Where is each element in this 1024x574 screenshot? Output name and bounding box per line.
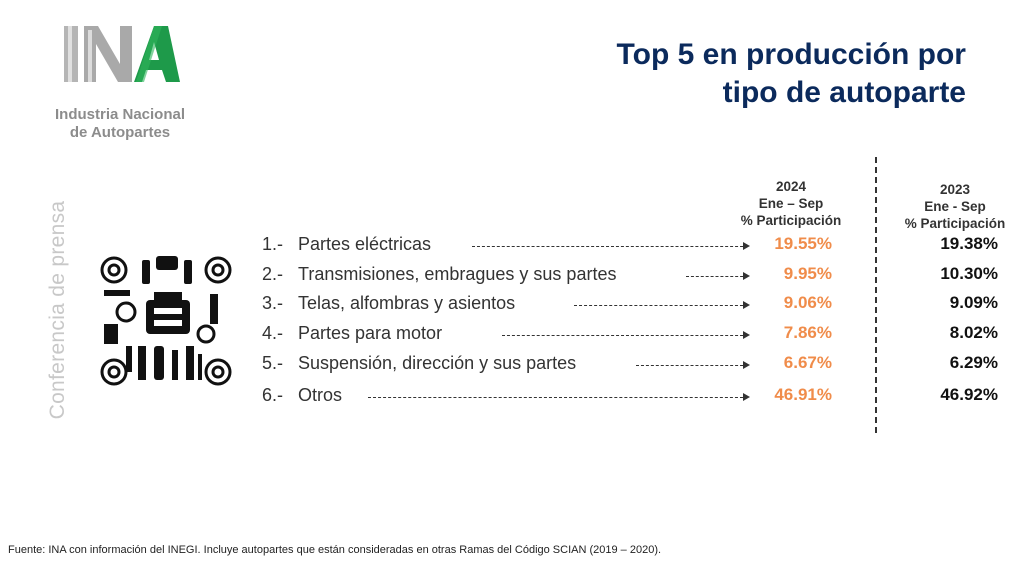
dashed-arrow bbox=[502, 331, 750, 339]
column-2023-period: Ene - Sep bbox=[924, 199, 986, 214]
value-2023: 8.02% bbox=[949, 323, 998, 342]
column-divider bbox=[875, 157, 877, 433]
row-label: Partes para motor bbox=[298, 323, 443, 343]
column-2024-period: Ene – Sep bbox=[758, 196, 824, 211]
dashed-arrow bbox=[636, 361, 750, 369]
dashed-arrow bbox=[574, 301, 750, 309]
table-row: 4.- Partes para motor 7.86% 8.02% bbox=[0, 323, 1024, 349]
column-2024-metric: % Participación bbox=[740, 213, 842, 228]
table-row: 2.- Transmisiones, embragues y sus parte… bbox=[0, 264, 1024, 290]
value-2024: 7.86% bbox=[783, 323, 832, 342]
value-2024: 19.55% bbox=[774, 234, 832, 253]
ina-logo-icon bbox=[64, 26, 180, 82]
row-label: Transmisiones, embragues y sus partes bbox=[298, 264, 617, 284]
dashed-arrow bbox=[368, 393, 750, 401]
value-2023: 19.38% bbox=[940, 234, 998, 253]
row-label: Suspensión, dirección y sus partes bbox=[298, 353, 577, 373]
column-2023-metric: % Participación bbox=[904, 216, 1006, 231]
title-line-2: tipo de autoparte bbox=[722, 76, 966, 109]
dashed-arrow bbox=[472, 242, 750, 250]
value-2024: 9.06% bbox=[783, 293, 832, 312]
source-footnote: Fuente: INA con información del INEGI. I… bbox=[8, 544, 662, 556]
row-number: 4.- bbox=[262, 323, 284, 343]
title-line-1: Top 5 en producción por bbox=[616, 38, 966, 71]
row-label: Partes eléctricas bbox=[298, 234, 432, 254]
row-number: 5.- bbox=[262, 353, 284, 373]
auto-parts-collage-icon bbox=[100, 256, 232, 386]
row-label: Telas, alfombras y asientos bbox=[298, 293, 516, 313]
value-2023: 6.29% bbox=[949, 353, 998, 372]
value-2024: 9.95% bbox=[783, 264, 832, 283]
ina-logo: Industria Nacional de Autopartes bbox=[40, 22, 200, 142]
row-label: Otros bbox=[298, 385, 343, 405]
row-number: 2.- bbox=[262, 264, 284, 284]
value-2023: 9.09% bbox=[949, 293, 998, 312]
value-2023: 10.30% bbox=[940, 264, 998, 283]
row-number: 1.- bbox=[262, 234, 284, 254]
row-number: 6.- bbox=[262, 385, 284, 405]
row-number: 3.- bbox=[262, 293, 284, 313]
value-2024: 6.67% bbox=[783, 353, 832, 372]
column-header-2024: 2024 Ene – Sep % Participación bbox=[716, 178, 866, 229]
logo-line-2: de Autopartes bbox=[69, 124, 171, 141]
logo-line-1: Industria Nacional bbox=[54, 106, 186, 123]
table-row: 3.- Telas, alfombras y asientos 9.06% 9.… bbox=[0, 293, 1024, 319]
page-title: Top 5 en producción por tipo de autopart… bbox=[617, 36, 966, 112]
column-2024-year: 2024 bbox=[775, 179, 807, 194]
value-2023: 46.92% bbox=[940, 385, 998, 404]
column-2023-year: 2023 bbox=[939, 182, 971, 197]
table-row: 1.- Partes eléctricas 19.55% 19.38% bbox=[0, 234, 1024, 260]
value-2024: 46.91% bbox=[774, 385, 832, 404]
dashed-arrow bbox=[686, 272, 750, 280]
column-header-2023: 2023 Ene - Sep % Participación bbox=[880, 181, 1024, 232]
table-row: 6.- Otros 46.91% 46.92% bbox=[0, 385, 1024, 411]
table-row: 5.- Suspensión, dirección y sus partes 6… bbox=[0, 353, 1024, 379]
